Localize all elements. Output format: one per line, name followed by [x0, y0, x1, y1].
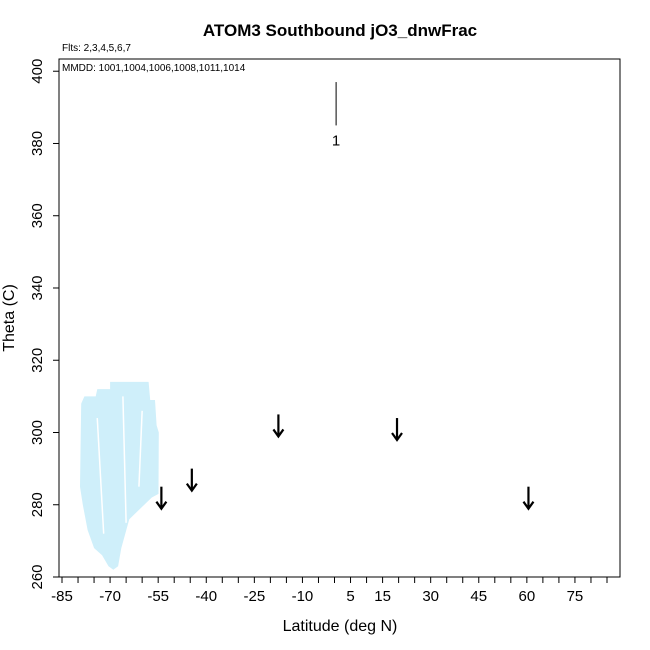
x-tick-label: -10	[292, 588, 314, 605]
plot-frame	[58, 58, 621, 578]
x-tick-label: 30	[422, 588, 439, 605]
y-axis: 260 280 300 320 340 360 380 400	[29, 59, 59, 590]
x-axis: -85 -70 -55 -40 -25 -10 5 15 30 45 60 75	[51, 577, 608, 605]
x-tick-label: -85	[51, 588, 73, 605]
x-axis-label: Latitude (deg N)	[283, 618, 398, 635]
data-region-gap	[96, 418, 105, 534]
flight-marker-label: 1	[332, 132, 340, 149]
x-tick-label: 45	[470, 588, 487, 605]
down-arrow	[522, 486, 535, 511]
down-arrow	[272, 414, 285, 439]
y-tick-label: 320	[29, 348, 46, 373]
y-tick-label: 400	[29, 59, 46, 84]
y-tick-label: 380	[29, 131, 46, 156]
data-region-gap	[138, 410, 143, 487]
y-tick-label: 280	[29, 492, 46, 517]
y-tick-label: 300	[29, 420, 46, 445]
data-region	[80, 381, 159, 570]
flight-marker: 1	[332, 82, 340, 149]
down-arrow	[155, 486, 168, 511]
x-tick-label: -40	[195, 588, 217, 605]
x-tick-label: 60	[519, 588, 536, 605]
x-tick-label: -25	[244, 588, 266, 605]
x-tick-label: 5	[346, 588, 354, 605]
chart-title: ATOM3 Southbound jO3_dnwFrac	[203, 21, 477, 40]
y-axis-label: Theta (C)	[1, 284, 18, 352]
flights-annotation: Flts: 2,3,4,5,6,7	[62, 43, 131, 54]
y-tick-label: 340	[29, 275, 46, 300]
y-tick-label: 360	[29, 203, 46, 228]
data-region-gap	[122, 396, 127, 523]
x-tick-label: -55	[147, 588, 169, 605]
x-tick-label: 15	[374, 588, 391, 605]
x-tick-label: 75	[567, 588, 584, 605]
plot-data: 1	[80, 82, 535, 570]
dates-annotation: MMDD: 1001,1004,1006,1008,1011,1014	[62, 63, 246, 74]
down-arrow	[391, 418, 403, 442]
y-tick-label: 260	[29, 564, 46, 589]
down-arrow	[185, 468, 198, 493]
x-tick-label: -70	[99, 588, 121, 605]
